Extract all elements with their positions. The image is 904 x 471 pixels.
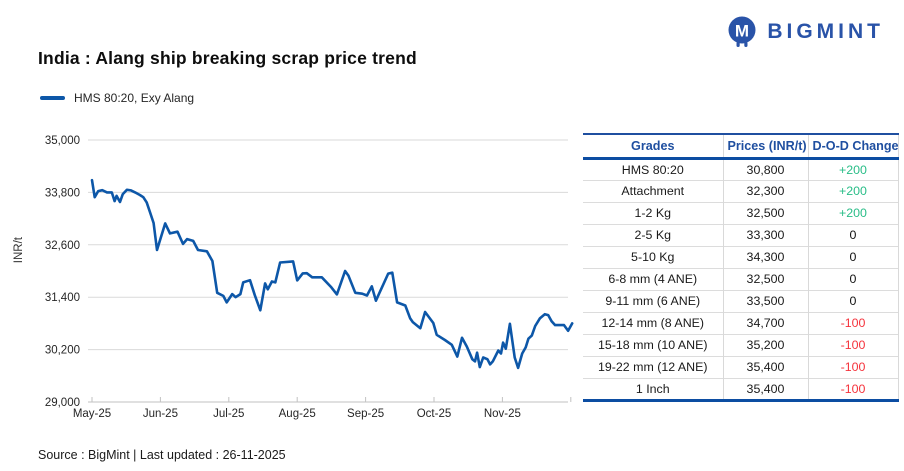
column-header-dod-change: D-O-D Change — [807, 133, 899, 160]
change-cell: 0 — [807, 224, 899, 246]
price-trend-chart-svg: 35,000 33,800 32,600 31,400 30,200 29,000May-… — [45, 135, 574, 420]
x-axis-tick-label: Aug-25 — [279, 408, 316, 420]
x-axis-tick-label: Sep-25 — [347, 408, 384, 420]
grade-cell: 19-22 mm (12 ANE) — [598, 360, 708, 374]
table-row: 12-14 mm (8 ANE) 34,700 -100 — [583, 312, 899, 334]
price-cell: 35,400 — [722, 378, 808, 400]
bigmint-owl-m-icon: M — [728, 16, 756, 47]
source-note: Source : BigMint | Last updated : 26-11-… — [38, 448, 286, 462]
table-row: 5-10 Kg 34,300 0 — [583, 246, 899, 268]
change-cell: 0 — [807, 246, 899, 268]
grade-cell: 1 Inch — [635, 381, 670, 396]
price-trend-chart: 35,000 33,800 32,600 31,400 30,200 29,000 May-… — [0, 120, 600, 430]
legend-line-swatch — [40, 96, 65, 100]
y-axis-tick-label: 35,000 — [45, 135, 80, 147]
column-header-grades: Grades — [583, 133, 723, 160]
chart-title: India : Alang ship breaking scrap price … — [38, 48, 417, 68]
change-cell: -100 — [807, 378, 899, 400]
grade-cell: 9-11 mm (6 ANE) — [605, 294, 701, 308]
grade-cell: 6-8 mm (4 ANE) — [608, 272, 698, 286]
price-cell: 34,700 — [722, 312, 808, 334]
grade-cell: 1-2 Kg — [634, 206, 671, 220]
table-row: 1-2 Kg 32,500 +200 — [583, 202, 899, 224]
table-row: Attachment 32,300 +200 — [583, 180, 899, 202]
price-cell: 33,300 — [722, 224, 808, 246]
bigmint-logo-text: BIGMINT — [767, 20, 884, 43]
table-row: 1 Inch 35,400 -100 — [583, 378, 899, 400]
price-cell: 32,500 — [722, 268, 808, 290]
x-axis-tick-label: Oct-25 — [417, 408, 452, 420]
table-row: 19-22 mm (12 ANE) 35,400 -100 — [583, 356, 899, 378]
x-axis-tick-label: May-25 — [73, 408, 111, 420]
price-line-series — [90, 178, 574, 370]
grades-table-body: HMS 80:20 30,800 +200 Attachment 32,300 +200 1… — [583, 158, 899, 400]
change-cell: -100 — [807, 334, 899, 356]
y-axis-tick-label: 29,000 — [45, 397, 80, 409]
y-axis-tick-label: 31,400 — [45, 292, 80, 304]
table-row: 2-5 Kg 33,300 0 — [583, 224, 899, 246]
price-cell: 33,500 — [722, 290, 808, 312]
price-cell: 30,800 — [722, 158, 808, 180]
table-row: HMS 80:20 30,800 +200 — [583, 158, 899, 180]
price-cell: 32,500 — [722, 202, 808, 224]
table-row: 15-18 mm (10 ANE) 35,200 -100 — [583, 334, 899, 356]
change-cell: -100 — [807, 312, 899, 334]
chart-legend: HMS 80:20, Exy Alang — [40, 91, 194, 105]
change-cell: 0 — [807, 290, 899, 312]
change-cell: +200 — [807, 158, 899, 180]
change-cell: 0 — [807, 268, 899, 290]
grade-cell: Attachment — [621, 184, 685, 198]
grade-cell: 15-18 mm (10 ANE) — [598, 338, 708, 352]
svg-text:M: M — [735, 22, 749, 41]
change-cell: +200 — [807, 202, 899, 224]
table-row: 6-8 mm (4 ANE) 32,500 0 — [583, 268, 899, 290]
y-axis-tick-label: 30,200 — [45, 345, 80, 357]
grade-cell: 12-14 mm (8 ANE) — [601, 316, 705, 330]
price-cell: 35,400 — [722, 356, 808, 378]
grades-price-table: Grades Prices (INR/t) D-O-D Change HMS 80:… — [583, 133, 899, 402]
grade-cell: HMS 80:20 — [621, 162, 684, 177]
grades-table-header: Grades Prices (INR/t) D-O-D Change — [583, 133, 899, 160]
price-cell: 35,200 — [722, 334, 808, 356]
bigmint-logo: M BIGMINT — [725, 14, 884, 50]
x-axis-tick-label: Jun-25 — [143, 408, 178, 420]
table-row: 9-11 mm (6 ANE) 33,500 0 — [583, 290, 899, 312]
price-cell: 34,300 — [722, 246, 808, 268]
grade-cell: 5-10 Kg — [631, 250, 675, 264]
grade-cell: 2-5 Kg — [634, 228, 671, 242]
legend-series-label: HMS 80:20, Exy Alang — [74, 91, 195, 105]
y-axis-tick-label: 33,800 — [45, 187, 80, 199]
change-cell: -100 — [807, 356, 899, 378]
x-axis-tick-label: Nov-25 — [484, 408, 521, 420]
change-cell: +200 — [807, 180, 899, 202]
y-axis-tick-label: 32,600 — [45, 240, 80, 252]
price-cell: 32,300 — [722, 180, 808, 202]
column-header-prices: Prices (INR/t) — [722, 133, 808, 160]
x-axis-tick-label: Jul-25 — [213, 408, 244, 420]
y-axis-title: INR/t — [13, 237, 25, 264]
